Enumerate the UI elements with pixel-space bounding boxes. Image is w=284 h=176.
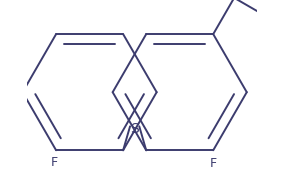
Text: F: F: [210, 157, 217, 170]
Text: F: F: [51, 156, 58, 169]
Text: S: S: [130, 122, 139, 136]
